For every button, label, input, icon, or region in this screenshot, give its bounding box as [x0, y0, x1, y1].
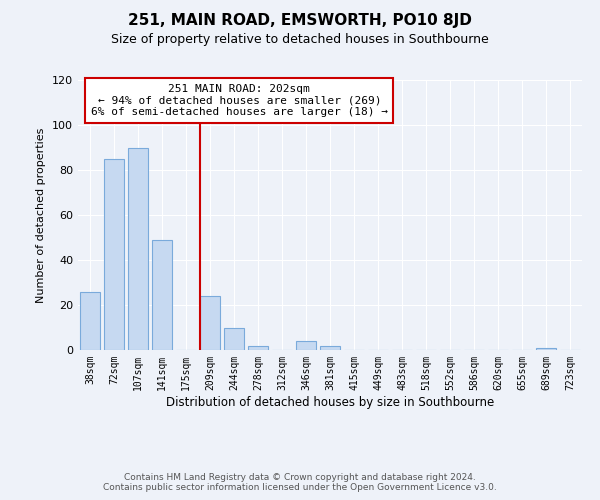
- X-axis label: Distribution of detached houses by size in Southbourne: Distribution of detached houses by size …: [166, 396, 494, 408]
- Y-axis label: Number of detached properties: Number of detached properties: [37, 128, 46, 302]
- Text: 251 MAIN ROAD: 202sqm
← 94% of detached houses are smaller (269)
6% of semi-deta: 251 MAIN ROAD: 202sqm ← 94% of detached …: [91, 84, 388, 117]
- Bar: [248, 346, 268, 350]
- Text: Size of property relative to detached houses in Southbourne: Size of property relative to detached ho…: [111, 32, 489, 46]
- Bar: [152, 240, 172, 350]
- Text: 251, MAIN ROAD, EMSWORTH, PO10 8JD: 251, MAIN ROAD, EMSWORTH, PO10 8JD: [128, 12, 472, 28]
- Bar: [128, 148, 148, 350]
- Text: Contains HM Land Registry data © Crown copyright and database right 2024.
Contai: Contains HM Land Registry data © Crown c…: [103, 473, 497, 492]
- Bar: [296, 341, 316, 350]
- Bar: [200, 296, 220, 350]
- Bar: [536, 348, 556, 350]
- Bar: [104, 159, 124, 350]
- Bar: [80, 292, 100, 350]
- Bar: [320, 346, 340, 350]
- Bar: [224, 328, 244, 350]
